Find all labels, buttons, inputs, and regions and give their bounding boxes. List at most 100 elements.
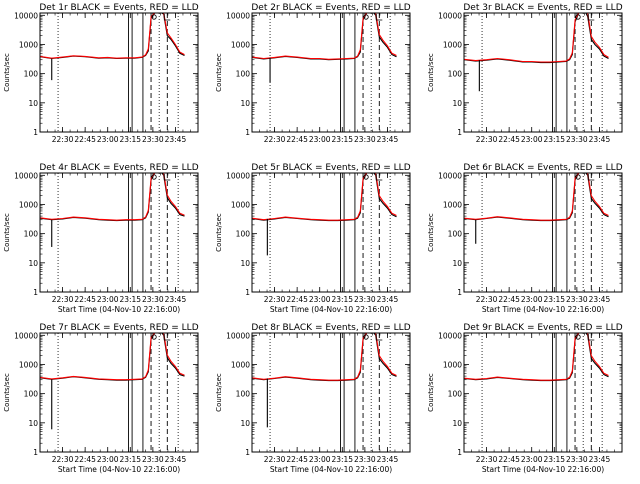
- panel-det-6r: Det 6r BLACK = Events, RED = LLD Counts/s…: [427, 163, 623, 314]
- y-tick-label: 100: [448, 390, 463, 399]
- x-tick-label: 23:30: [354, 295, 376, 304]
- y-tick-label: 10000: [226, 11, 250, 20]
- x-tick-label: 22:30: [52, 295, 74, 304]
- x-tick-label: 23:30: [142, 295, 164, 304]
- x-tick-label: 22:30: [264, 455, 286, 464]
- series-lld-line: [464, 13, 609, 63]
- x-axis-label: Start Time (04-Nov-10 22:16:00): [482, 305, 604, 314]
- saturation-loop-marker: [575, 334, 581, 340]
- panel-title: Det 6r BLACK = Events, RED = LLD: [463, 163, 622, 173]
- x-tick-label: 22:30: [476, 455, 498, 464]
- saturation-bracket-marker: [375, 14, 383, 21]
- x-tick-label: 22:30: [52, 455, 74, 464]
- y-tick-label: 1000: [443, 40, 462, 49]
- y-axis-label: Counts/sec: [215, 53, 223, 92]
- x-tick-label: 22:45: [498, 135, 520, 144]
- series-events-line: [40, 13, 185, 60]
- y-tick-label: 10: [28, 99, 38, 108]
- y-tick-label: 10: [28, 419, 38, 428]
- x-tick-label: 23:15: [119, 455, 141, 464]
- y-axis-label: Counts/sec: [427, 213, 435, 252]
- y-tick-label: 10000: [14, 11, 38, 20]
- x-axis-label: Start Time (04-Nov-10 22:16:00): [270, 305, 392, 314]
- series-events-line: [252, 333, 397, 382]
- x-axis-label: Start Time (04-Nov-10 22:16:00): [58, 305, 180, 314]
- x-tick-label: 22:30: [264, 295, 286, 304]
- y-tick-label: 10: [452, 419, 462, 428]
- saturation-loop-marker: [363, 14, 369, 20]
- plot-area: [40, 333, 185, 452]
- y-tick-label: 1: [33, 128, 38, 137]
- series-events-line: [40, 333, 185, 381]
- plot-area: [252, 333, 397, 452]
- saturation-bracket-marker: [375, 174, 383, 181]
- x-tick-label: 23:45: [377, 135, 399, 144]
- panel-det-1r: Det 1r BLACK = Events, RED = LLD Counts/s…: [3, 3, 199, 144]
- series-lld-line: [252, 333, 397, 381]
- panel-det-9r: Det 9r BLACK = Events, RED = LLD Counts/s…: [427, 323, 623, 474]
- panel-det-3r: Det 3r BLACK = Events, RED = LLD Counts/s…: [427, 3, 623, 144]
- x-tick-label: 23:45: [589, 295, 611, 304]
- series-lld-line: [464, 333, 609, 381]
- series-lld-line: [464, 173, 609, 221]
- y-tick-label: 1000: [443, 360, 462, 369]
- plot-area: [464, 173, 609, 292]
- saturation-loop-marker: [151, 14, 157, 20]
- x-axis-label: Start Time (04-Nov-10 22:16:00): [270, 465, 392, 474]
- plot-area: [464, 13, 609, 132]
- x-tick-label: 23:45: [589, 135, 611, 144]
- panel-det-5r: Det 5r BLACK = Events, RED = LLD Counts/s…: [215, 163, 411, 314]
- x-tick-label: 22:30: [52, 135, 74, 144]
- y-tick-label: 100: [24, 230, 39, 239]
- y-tick-label: 1: [457, 128, 462, 137]
- y-tick-label: 10000: [226, 331, 250, 340]
- y-axis-label: Counts/sec: [427, 373, 435, 412]
- x-tick-label: 22:45: [286, 455, 308, 464]
- y-tick-label: 1: [33, 288, 38, 297]
- x-tick-label: 22:45: [74, 295, 96, 304]
- y-axis-label: Counts/sec: [3, 373, 11, 412]
- x-tick-label: 22:45: [74, 455, 96, 464]
- panel-title: Det 1r BLACK = Events, RED = LLD: [39, 3, 198, 13]
- y-tick-label: 10: [452, 99, 462, 108]
- x-tick-label: 23:45: [377, 455, 399, 464]
- panel-title: Det 5r BLACK = Events, RED = LLD: [251, 163, 410, 173]
- y-tick-label: 1000: [19, 360, 38, 369]
- x-tick-label: 23:00: [521, 455, 543, 464]
- panel-title: Det 9r BLACK = Events, RED = LLD: [463, 323, 622, 333]
- x-tick-label: 22:45: [286, 295, 308, 304]
- x-tick-label: 23:15: [543, 455, 565, 464]
- plot-frame: [251, 172, 411, 293]
- x-tick-label: 23:45: [165, 455, 187, 464]
- panel-title: Det 2r BLACK = Events, RED = LLD: [251, 3, 410, 13]
- y-tick-label: 10: [452, 259, 462, 268]
- y-tick-label: 1000: [19, 40, 38, 49]
- plot-area: [252, 173, 397, 292]
- saturation-loop-marker: [363, 174, 369, 180]
- plot-area: [464, 333, 609, 452]
- y-tick-label: 1: [457, 288, 462, 297]
- saturation-bracket-marker: [163, 334, 171, 341]
- x-tick-label: 23:00: [309, 295, 331, 304]
- y-tick-label: 1: [245, 288, 250, 297]
- x-tick-label: 23:45: [165, 135, 187, 144]
- x-tick-label: 23:15: [543, 135, 565, 144]
- panel-title: Det 8r BLACK = Events, RED = LLD: [251, 323, 410, 333]
- x-tick-label: 23:00: [521, 295, 543, 304]
- y-tick-label: 1000: [443, 200, 462, 209]
- panel-title: Det 3r BLACK = Events, RED = LLD: [463, 3, 622, 13]
- plot-frame: [251, 12, 411, 133]
- y-tick-label: 100: [236, 230, 251, 239]
- x-tick-label: 23:30: [566, 295, 588, 304]
- y-tick-label: 10: [240, 419, 250, 428]
- y-tick-label: 1: [457, 448, 462, 457]
- y-tick-label: 10: [240, 99, 250, 108]
- panel-title: Det 7r BLACK = Events, RED = LLD: [39, 323, 198, 333]
- plot-frame: [463, 332, 623, 453]
- y-tick-label: 100: [236, 390, 251, 399]
- series-events-line: [464, 333, 609, 382]
- x-tick-label: 22:45: [498, 455, 520, 464]
- plot-frame: [39, 172, 199, 293]
- y-tick-label: 10: [28, 259, 38, 268]
